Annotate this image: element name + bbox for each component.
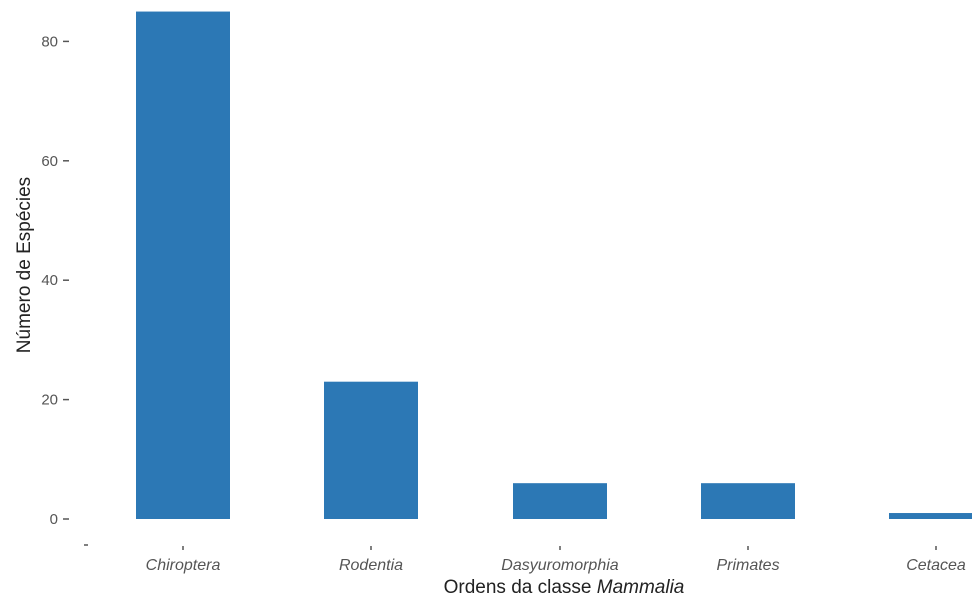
x-tick-label-rodentia: Rodentia [339,557,403,574]
x-axis-title-main: Ordens da classe [444,577,597,598]
bar-chiroptera [136,11,230,520]
y-tick-label: 80 [41,33,58,50]
bar-rodentia [324,381,418,519]
x-tick-label-dasyuromorphia: Dasyuromorphia [501,557,618,574]
y-axis: 0 20 40 60 80 [41,33,69,528]
x-tick-label-cetacea: Cetacea [906,557,966,574]
y-tick-label: 60 [41,153,58,170]
bars [136,11,972,520]
bar-primates [701,483,795,519]
x-axis-title: Ordens da classe Mammalia [444,577,685,598]
x-axis-title-italic: Mammalia [597,577,685,598]
x-tick-label-chiroptera: Chiroptera [146,557,221,574]
y-tick-label: 40 [41,272,58,289]
x-tick-label-primates: Primates [716,557,779,574]
y-tick-label: 0 [50,511,58,528]
bar-dasyuromorphia [513,483,607,519]
y-axis-title: Número de Espécies [14,177,35,353]
x-axis: Chiroptera Rodentia Dasyuromorphia Primates… [84,544,966,574]
bar-cetacea [889,513,972,519]
y-tick-label: 20 [41,392,58,409]
